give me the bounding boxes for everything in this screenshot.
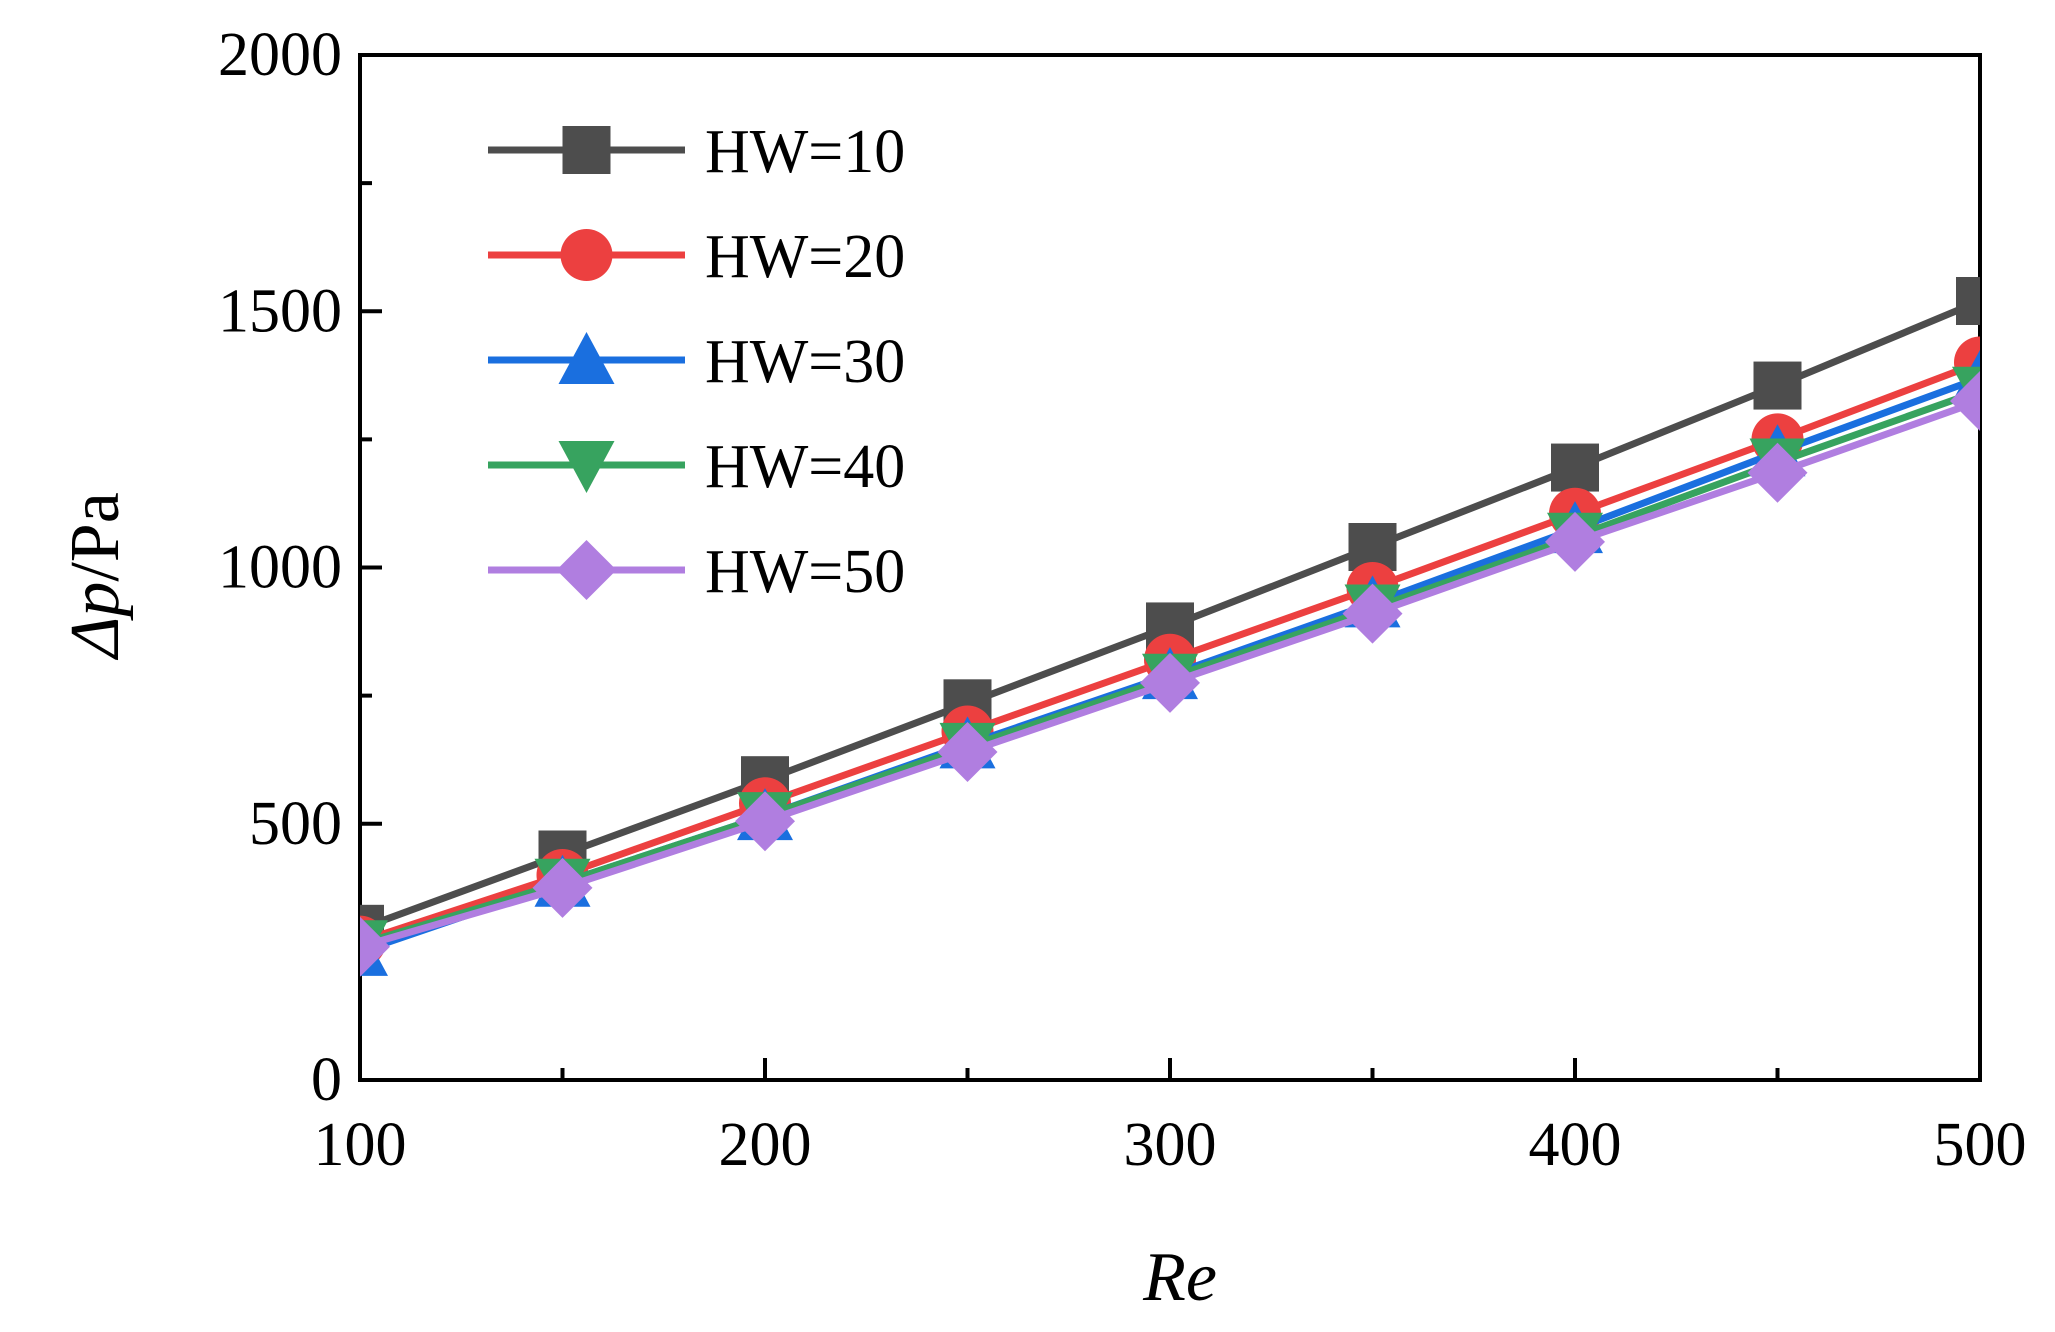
legend-entry: HW=40 [488, 433, 905, 501]
y-tick-label: 1000 [218, 534, 342, 602]
data-point [735, 791, 795, 852]
legend-entry: HW=10 [488, 118, 905, 186]
legend-label: HW=30 [705, 328, 905, 396]
data-point [1950, 370, 1980, 431]
legend: HW=10 HW=20 HW=30 HW=40 HW=50 [488, 118, 905, 606]
legend-marker [558, 332, 615, 384]
legend-label: HW=40 [705, 433, 905, 501]
legend-marker [560, 229, 613, 281]
legend-marker [562, 126, 611, 174]
legend-entry: HW=50 [488, 538, 905, 606]
data-point [1140, 652, 1200, 713]
legend-marker [558, 441, 615, 493]
y-tick-label: 0 [311, 1046, 342, 1114]
x-tick-label: 300 [1124, 1111, 1217, 1179]
data-point [1551, 443, 1599, 492]
legend-label: HW=50 [705, 538, 905, 606]
series-hw-50 [360, 370, 1980, 977]
x-tick-label: 400 [1529, 1111, 1622, 1179]
data-point [937, 722, 998, 782]
x-tick-label: 500 [1934, 1111, 2027, 1179]
data-point [1956, 277, 1980, 325]
data-point [532, 857, 593, 918]
x-tick-label: 200 [719, 1111, 812, 1179]
data-point [1747, 442, 1808, 503]
y-tick-label: 1500 [218, 277, 342, 345]
y-axis-title-unit: /Pa [57, 492, 134, 581]
series-layer [360, 277, 1980, 977]
data-point [1545, 511, 1605, 572]
y-tick-label: 500 [249, 790, 342, 858]
data-point [1342, 583, 1403, 644]
y-axis-title: Δp/Pa [57, 492, 134, 661]
legend-marker [556, 540, 617, 600]
axis-titles: Re Δp/Pa [57, 492, 1217, 1316]
data-point [1753, 361, 1802, 410]
data-point [360, 916, 390, 977]
legend-entry: HW=30 [488, 328, 905, 396]
axes: 0 500 1000 1500 2000 100 200 300 400 500 [218, 21, 2027, 1179]
legend-entry: HW=20 [488, 223, 905, 291]
y-tick-label: 2000 [218, 21, 342, 89]
x-tick-label: 100 [314, 1111, 407, 1179]
y-axis-title-symbol: Δp [57, 582, 134, 661]
x-axis-title: Re [1142, 1239, 1217, 1316]
legend-label: HW=10 [705, 118, 905, 186]
legend-label: HW=20 [705, 223, 905, 291]
